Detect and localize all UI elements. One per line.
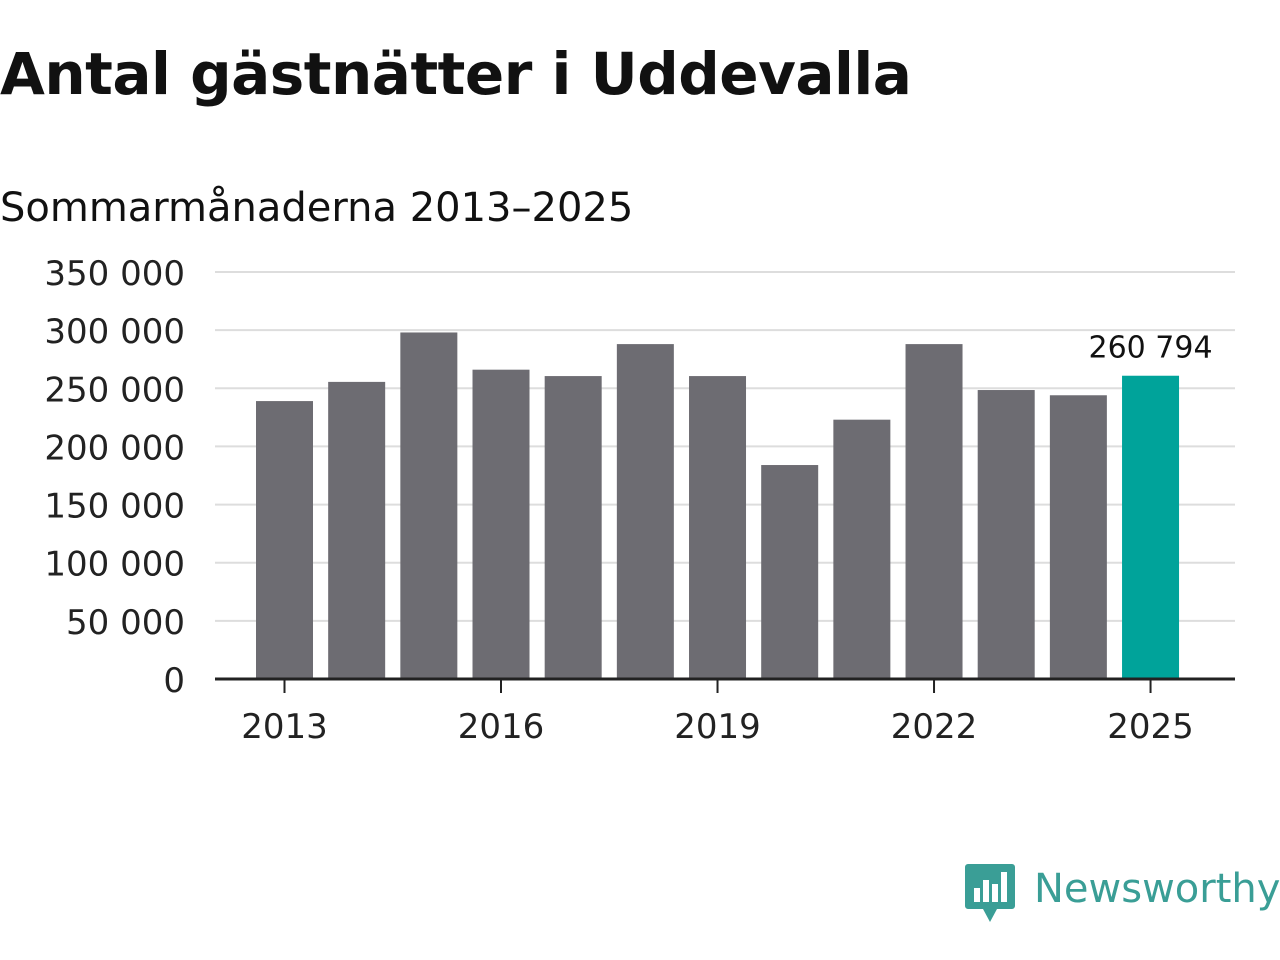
bar-2013 <box>256 401 313 679</box>
x-tick-label: 2025 <box>1107 707 1194 747</box>
bar-2017 <box>544 376 602 679</box>
data-label: 260 794 <box>1089 331 1213 366</box>
x-tick-label: 2022 <box>891 707 978 747</box>
y-tick-label: 250 000 <box>44 370 185 410</box>
bar-2014 <box>328 381 386 679</box>
y-tick-label: 350 000 <box>44 254 185 294</box>
bar-2022 <box>905 344 963 679</box>
y-tick-label: 50 000 <box>66 603 185 643</box>
bar-2015 <box>400 332 458 679</box>
bar-2025 <box>1122 375 1180 679</box>
newsworthy-logo: Newsworthy <box>964 862 1280 924</box>
logo-text: Newsworthy <box>1034 866 1280 912</box>
bar-2020 <box>761 465 819 679</box>
bar-2018 <box>616 344 674 679</box>
x-tick-label: 2016 <box>458 707 545 747</box>
bar-2024 <box>1049 395 1107 679</box>
y-tick-label: 100 000 <box>44 545 185 585</box>
y-tick-label: 150 000 <box>44 487 185 527</box>
y-tick-label: 0 <box>163 661 185 701</box>
bar-2021 <box>833 419 891 679</box>
page-title: Antal gästnätter i Uddevalla <box>0 40 912 108</box>
y-tick-label: 200 000 <box>44 428 185 468</box>
bar-chart-badge-icon <box>965 864 1015 922</box>
page-subtitle: Sommarmånaderna 2013–2025 <box>0 185 634 231</box>
x-tick-label: 2013 <box>241 707 328 747</box>
bar-2023 <box>977 390 1035 679</box>
x-tick-label: 2019 <box>674 707 761 747</box>
bar-2016 <box>472 369 530 679</box>
bar-2019 <box>689 376 747 679</box>
y-tick-label: 300 000 <box>44 312 185 352</box>
